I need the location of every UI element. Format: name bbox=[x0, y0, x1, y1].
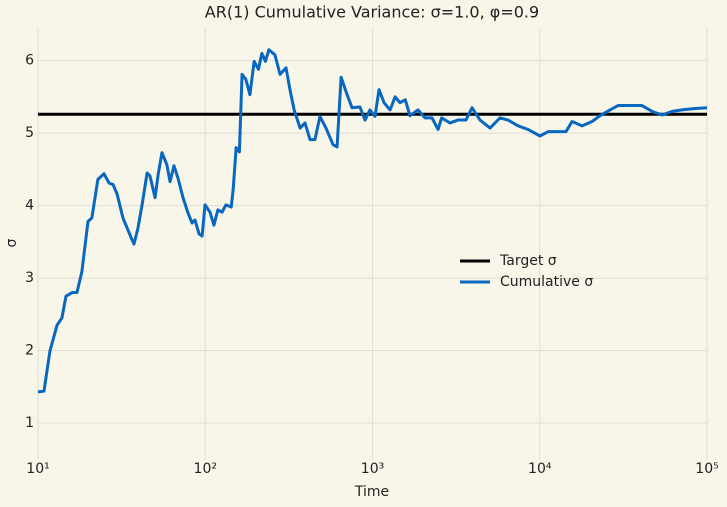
y-tick-label: 1 bbox=[25, 415, 34, 431]
chart-title: AR(1) Cumulative Variance: σ=1.0, φ=0.9 bbox=[205, 3, 539, 22]
x-axis-label: Time bbox=[354, 484, 389, 500]
x-tick-label: 10¹ bbox=[26, 461, 49, 477]
data-line bbox=[37, 48, 708, 394]
x-tick-label: 10⁴ bbox=[528, 461, 552, 477]
y-tick-label: 6 bbox=[25, 53, 34, 69]
legend-label: Cumulative σ bbox=[500, 274, 593, 290]
y-tick-label: 4 bbox=[25, 198, 34, 214]
y-tick-label: 5 bbox=[25, 125, 34, 141]
x-tick-label: 10² bbox=[194, 461, 217, 477]
y-tick-label: 3 bbox=[25, 270, 34, 286]
x-tick-label: 10⁵ bbox=[695, 461, 718, 477]
x-tick-label: 10³ bbox=[361, 461, 384, 477]
y-axis-label: σ bbox=[4, 238, 20, 247]
legend-label: Target σ bbox=[499, 253, 557, 269]
y-tick-label: 2 bbox=[25, 343, 34, 359]
